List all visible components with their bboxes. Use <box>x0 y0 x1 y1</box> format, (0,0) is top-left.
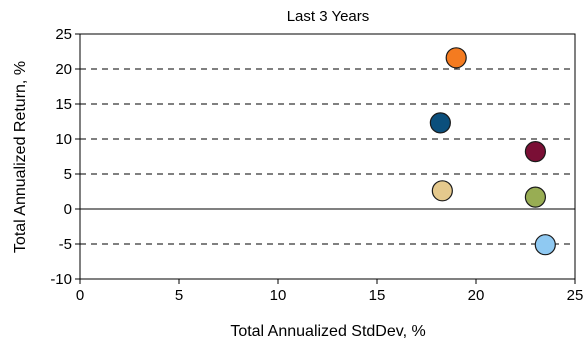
data-point <box>431 180 453 202</box>
data-point <box>429 112 451 134</box>
y-axis-title: Total Annualized Return, % <box>12 61 29 253</box>
x-tick-label: 10 <box>270 287 287 304</box>
y-tick-label: 25 <box>55 26 72 43</box>
y-tick-label: -10 <box>50 271 72 288</box>
y-tick-label: 5 <box>64 166 72 183</box>
data-point <box>524 186 547 208</box>
x-tick-label: 5 <box>175 287 183 304</box>
y-axis: -10 -5 0 5 10 15 20 25 <box>50 26 80 288</box>
gridlines <box>80 68 575 245</box>
y-tick-label: 20 <box>55 61 72 78</box>
y-tick-label: 0 <box>64 201 72 218</box>
data-point <box>445 47 467 69</box>
chart-title: Last 3 Years <box>287 8 370 25</box>
plot-area <box>79 33 576 280</box>
data-points <box>429 47 556 256</box>
y-tick-label: 15 <box>55 96 72 113</box>
y-tick-label: -5 <box>59 236 72 253</box>
x-tick-label: 0 <box>76 287 84 304</box>
data-point <box>524 141 547 163</box>
data-point <box>534 234 556 256</box>
x-tick-label: 20 <box>468 287 485 304</box>
x-tick-label: 25 <box>567 287 583 304</box>
x-tick-label: 15 <box>369 287 386 304</box>
y-tick-label: 10 <box>55 131 72 148</box>
x-axis: 0 5 10 15 20 25 <box>76 279 583 304</box>
x-axis-title: Total Annualized StdDev, % <box>230 323 425 340</box>
